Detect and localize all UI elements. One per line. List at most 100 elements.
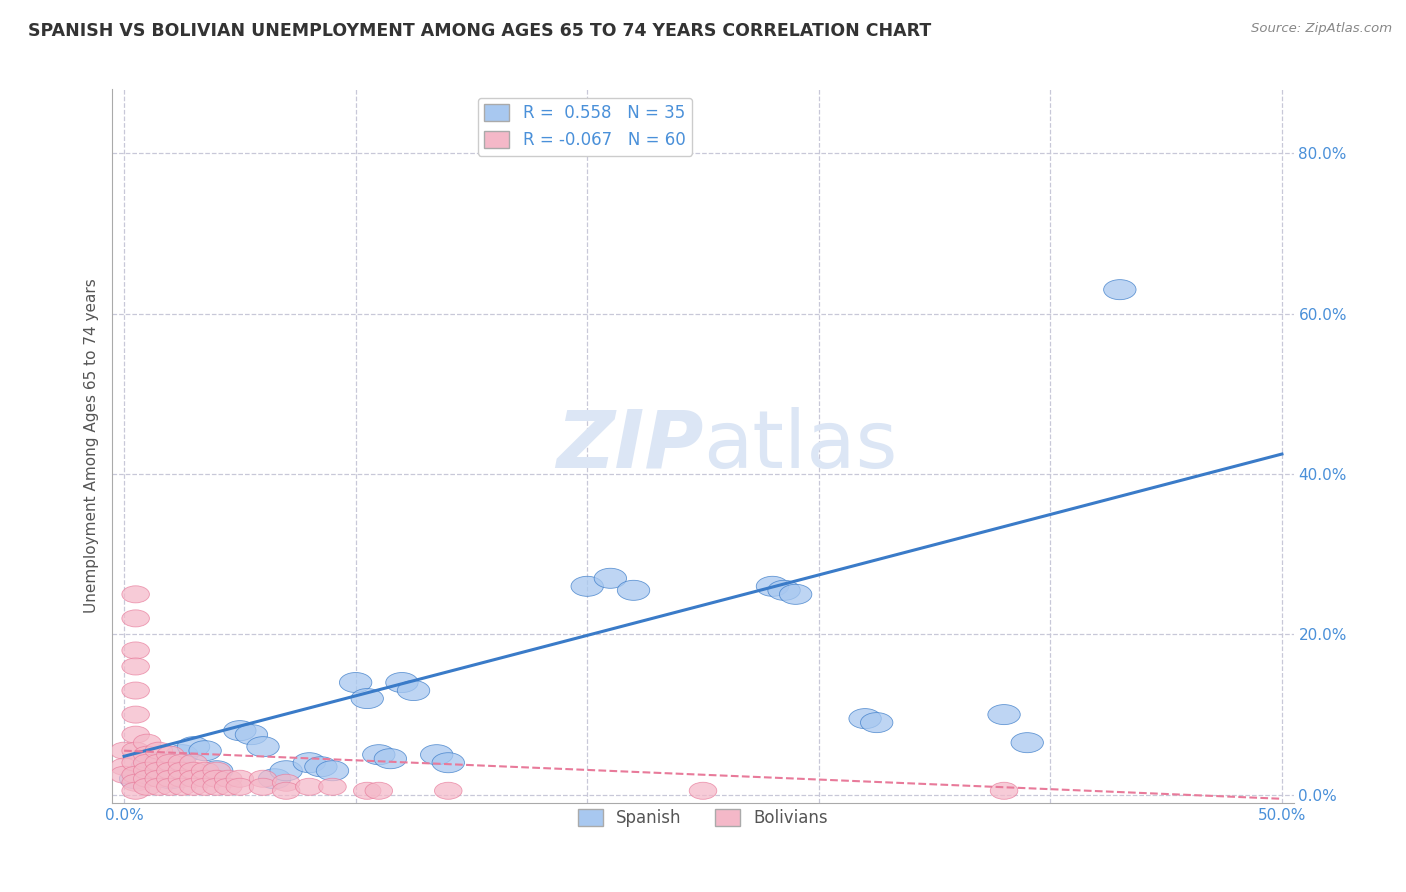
Ellipse shape [215, 770, 242, 788]
Ellipse shape [180, 762, 207, 780]
Ellipse shape [226, 770, 253, 788]
Ellipse shape [363, 745, 395, 764]
Ellipse shape [779, 584, 811, 605]
Ellipse shape [180, 755, 207, 772]
Ellipse shape [169, 762, 195, 780]
Ellipse shape [319, 778, 346, 796]
Ellipse shape [145, 762, 173, 780]
Ellipse shape [156, 762, 184, 780]
Y-axis label: Unemployment Among Ages 65 to 74 years: Unemployment Among Ages 65 to 74 years [83, 278, 98, 614]
Ellipse shape [191, 762, 219, 780]
Ellipse shape [860, 713, 893, 732]
Ellipse shape [169, 755, 195, 772]
Ellipse shape [122, 658, 149, 675]
Ellipse shape [110, 766, 138, 783]
Ellipse shape [202, 762, 231, 780]
Ellipse shape [202, 778, 231, 796]
Ellipse shape [385, 673, 418, 692]
Ellipse shape [156, 755, 184, 772]
Text: ZIP: ZIP [555, 407, 703, 485]
Ellipse shape [202, 770, 231, 788]
Ellipse shape [1104, 279, 1136, 300]
Ellipse shape [122, 755, 149, 772]
Ellipse shape [122, 726, 149, 743]
Ellipse shape [142, 753, 174, 772]
Ellipse shape [134, 755, 162, 772]
Ellipse shape [122, 742, 149, 759]
Legend: Spanish, Bolivians: Spanish, Bolivians [571, 802, 835, 834]
Ellipse shape [134, 770, 162, 788]
Ellipse shape [201, 761, 233, 780]
Ellipse shape [434, 782, 463, 799]
Ellipse shape [122, 774, 149, 791]
Text: SPANISH VS BOLIVIAN UNEMPLOYMENT AMONG AGES 65 TO 74 YEARS CORRELATION CHART: SPANISH VS BOLIVIAN UNEMPLOYMENT AMONG A… [28, 22, 931, 40]
Ellipse shape [145, 778, 173, 796]
Ellipse shape [247, 737, 280, 756]
Ellipse shape [292, 753, 326, 772]
Ellipse shape [339, 673, 371, 692]
Ellipse shape [990, 782, 1018, 799]
Ellipse shape [122, 782, 149, 799]
Ellipse shape [122, 682, 149, 699]
Ellipse shape [235, 724, 267, 745]
Ellipse shape [134, 747, 162, 764]
Ellipse shape [191, 770, 219, 788]
Ellipse shape [366, 782, 392, 799]
Ellipse shape [316, 761, 349, 780]
Ellipse shape [110, 742, 138, 759]
Ellipse shape [273, 774, 299, 791]
Ellipse shape [295, 778, 323, 796]
Ellipse shape [134, 762, 162, 780]
Ellipse shape [145, 742, 173, 759]
Ellipse shape [768, 581, 800, 600]
Ellipse shape [756, 576, 789, 597]
Ellipse shape [180, 778, 207, 796]
Ellipse shape [270, 761, 302, 780]
Ellipse shape [617, 581, 650, 600]
Ellipse shape [122, 642, 149, 659]
Ellipse shape [374, 748, 406, 769]
Ellipse shape [432, 753, 464, 772]
Text: atlas: atlas [703, 407, 897, 485]
Ellipse shape [273, 782, 299, 799]
Ellipse shape [191, 778, 219, 796]
Ellipse shape [169, 770, 195, 788]
Ellipse shape [689, 782, 717, 799]
Ellipse shape [122, 586, 149, 603]
Ellipse shape [145, 755, 173, 772]
Ellipse shape [259, 769, 291, 789]
Ellipse shape [156, 778, 184, 796]
Ellipse shape [122, 706, 149, 723]
Ellipse shape [110, 758, 138, 775]
Ellipse shape [155, 769, 187, 789]
Ellipse shape [353, 782, 381, 799]
Ellipse shape [595, 568, 627, 589]
Ellipse shape [249, 778, 277, 796]
Ellipse shape [398, 681, 430, 700]
Ellipse shape [224, 721, 256, 740]
Ellipse shape [122, 610, 149, 627]
Ellipse shape [226, 778, 253, 796]
Ellipse shape [305, 756, 337, 777]
Ellipse shape [134, 778, 162, 796]
Ellipse shape [571, 576, 603, 597]
Ellipse shape [180, 770, 207, 788]
Ellipse shape [177, 737, 209, 756]
Ellipse shape [249, 770, 277, 788]
Ellipse shape [134, 734, 162, 751]
Ellipse shape [122, 766, 149, 783]
Ellipse shape [131, 756, 163, 777]
Ellipse shape [166, 745, 198, 764]
Ellipse shape [215, 778, 242, 796]
Ellipse shape [156, 747, 184, 764]
Ellipse shape [420, 745, 453, 764]
Text: Source: ZipAtlas.com: Source: ZipAtlas.com [1251, 22, 1392, 36]
Ellipse shape [145, 770, 173, 788]
Ellipse shape [156, 770, 184, 788]
Ellipse shape [849, 708, 882, 729]
Ellipse shape [1011, 732, 1043, 753]
Ellipse shape [169, 778, 195, 796]
Ellipse shape [352, 689, 384, 708]
Ellipse shape [120, 769, 152, 789]
Ellipse shape [188, 740, 221, 761]
